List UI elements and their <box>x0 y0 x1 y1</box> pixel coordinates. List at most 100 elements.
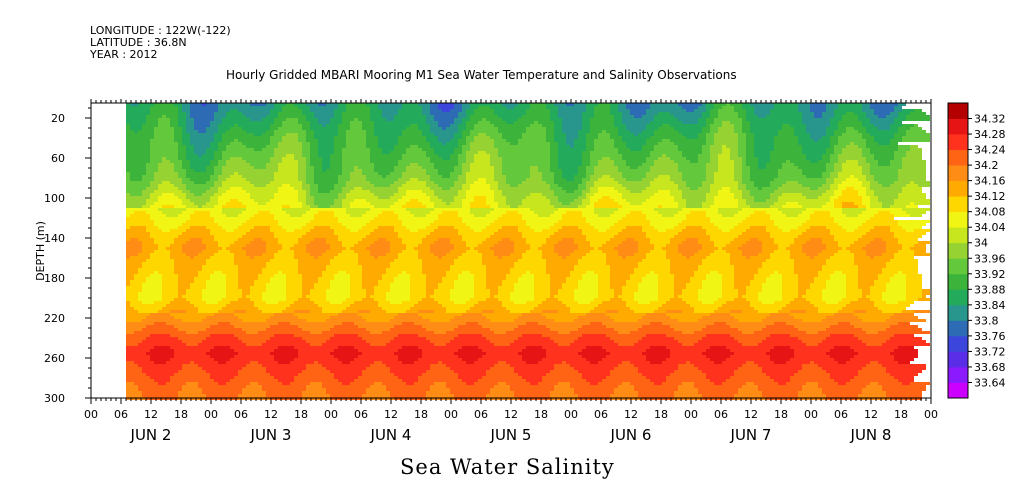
heatmap-cell <box>366 247 390 250</box>
heatmap-cell <box>646 139 662 142</box>
heatmap-cell <box>302 370 330 373</box>
heatmap-cell <box>238 226 254 229</box>
heatmap-cell <box>398 142 430 145</box>
heatmap-cell <box>238 214 254 217</box>
heatmap-cell <box>458 325 482 328</box>
heatmap-cell <box>362 298 374 301</box>
heatmap-cell <box>650 238 670 241</box>
heatmap-cell <box>602 322 650 325</box>
heatmap-cell <box>834 217 870 220</box>
heatmap-cell <box>834 109 862 112</box>
heatmap-cell <box>610 265 638 268</box>
heatmap-cell <box>710 160 718 163</box>
heatmap-cell <box>182 130 186 133</box>
heatmap-cell <box>498 151 550 154</box>
heatmap-cell <box>386 238 402 241</box>
heatmap-cell <box>130 304 166 307</box>
heatmap-cell <box>150 154 178 157</box>
heatmap-cell <box>342 202 350 205</box>
heatmap-cell <box>754 151 770 154</box>
heatmap-cell <box>694 310 714 313</box>
heatmap-cell <box>582 355 606 358</box>
heatmap-cell <box>550 154 558 157</box>
heatmap-cell <box>886 289 906 292</box>
heatmap-cell <box>546 298 558 301</box>
heatmap-cell <box>470 205 490 208</box>
heatmap-cell <box>618 181 650 184</box>
heatmap-cell <box>522 217 562 220</box>
heatmap-cell <box>522 349 546 352</box>
heatmap-cell <box>142 250 154 253</box>
heatmap-cell <box>422 109 430 112</box>
heatmap-cell <box>482 259 518 262</box>
heatmap-cell <box>702 226 718 229</box>
heatmap-cell <box>294 244 306 247</box>
colorbar-swatch <box>948 196 968 213</box>
heatmap-cell <box>398 235 426 238</box>
heatmap-cell <box>318 154 330 157</box>
heatmap-cell <box>710 148 722 151</box>
heatmap-cell <box>282 310 294 313</box>
heatmap-cell <box>782 166 798 169</box>
heatmap-cell <box>758 298 782 301</box>
heatmap-cell <box>686 157 698 160</box>
heatmap-cell <box>374 184 390 187</box>
heatmap-cell <box>510 253 522 256</box>
heatmap-cell <box>394 352 422 355</box>
heatmap-cell <box>438 184 454 187</box>
heatmap-cell <box>770 253 790 256</box>
heatmap-cell <box>306 232 334 235</box>
heatmap-cell <box>646 157 658 160</box>
heatmap-cell <box>742 250 762 253</box>
heatmap-cell <box>750 304 786 307</box>
heatmap-cell <box>858 130 866 133</box>
heatmap-cell <box>554 130 562 133</box>
heatmap-cell <box>858 271 882 274</box>
heatmap-cell <box>706 277 722 280</box>
heatmap-cell <box>154 250 170 253</box>
heatmap-cell <box>126 181 150 184</box>
heatmap-cell <box>846 289 862 292</box>
heatmap-cell <box>478 322 526 325</box>
heatmap-cell <box>422 166 434 169</box>
heatmap-cell <box>178 175 186 178</box>
heatmap-cell <box>770 181 786 184</box>
heatmap-cell <box>342 154 370 157</box>
heatmap-cell <box>450 238 462 241</box>
heatmap-cell <box>830 145 834 148</box>
heatmap-cell <box>590 199 598 202</box>
heatmap-cell <box>230 142 242 145</box>
heatmap-cell <box>826 130 834 133</box>
heatmap-cell <box>718 160 734 163</box>
heatmap-cell <box>278 112 302 115</box>
heatmap-cell <box>374 286 390 289</box>
heatmap-cell <box>126 187 146 190</box>
heatmap-cell <box>698 292 722 295</box>
heatmap-cell <box>554 127 562 130</box>
heatmap-cell <box>498 256 502 259</box>
heatmap-cell <box>338 235 366 238</box>
heatmap-cell <box>406 271 422 274</box>
heatmap-cell <box>682 190 710 193</box>
heatmap-cell <box>350 190 370 193</box>
heatmap-cell <box>210 376 234 379</box>
heatmap-cell <box>206 148 218 151</box>
heatmap-cell <box>266 166 278 169</box>
heatmap-cell <box>546 262 578 265</box>
heatmap-cell <box>826 109 834 112</box>
heatmap-cell <box>370 364 386 367</box>
heatmap-cell <box>626 187 646 190</box>
colorbar-label: 34.28 <box>974 128 1006 141</box>
heatmap-cell <box>738 205 750 208</box>
heatmap-cell <box>790 253 806 256</box>
heatmap-cell <box>758 163 766 166</box>
heatmap-cell <box>182 106 190 109</box>
heatmap-cell <box>762 340 802 343</box>
heatmap-cell <box>554 133 566 136</box>
heatmap-cell <box>826 259 854 262</box>
heatmap-cell <box>282 106 298 109</box>
heatmap-cell <box>322 364 370 367</box>
heatmap-cell <box>558 196 578 199</box>
heatmap-cell <box>790 310 806 313</box>
